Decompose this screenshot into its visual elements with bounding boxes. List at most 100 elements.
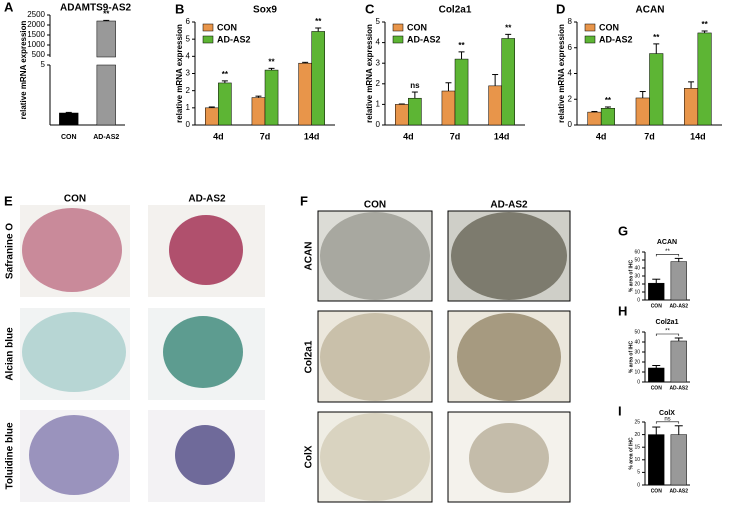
y-tick-label: 2: [376, 79, 381, 88]
panel-letter: E: [4, 193, 13, 208]
y-tick-label: 10: [634, 369, 640, 375]
legend-swatch: [202, 23, 214, 32]
y-tick-label: 40: [634, 265, 640, 271]
x-tick-label: 7d: [450, 131, 461, 141]
x-tick-label: 7d: [644, 131, 655, 141]
panel-letter: I: [618, 403, 622, 418]
bar: [488, 85, 502, 126]
y-tick-label: 0: [568, 120, 573, 129]
y-axis-label: % area of IHC: [628, 340, 634, 373]
y-axis-label: % area of IHC: [628, 259, 634, 292]
bar: [587, 111, 602, 126]
row-label: Col2a1: [304, 340, 315, 373]
panel-letter: B: [175, 1, 184, 16]
y-tick-label: 30: [634, 273, 640, 279]
x-tick-label: 14d: [304, 131, 320, 141]
significance: **: [701, 20, 708, 29]
significance-bracket: [655, 333, 680, 336]
significance-bracket: [655, 421, 680, 424]
y-tick-label: 4: [376, 38, 381, 47]
bar: [454, 58, 469, 126]
x-tick-label: 4d: [403, 131, 414, 141]
x-tick-label: CON: [61, 134, 77, 141]
y-tick-label: 0: [186, 120, 191, 129]
bar: [218, 82, 232, 126]
legend-swatch: [584, 35, 596, 44]
y-tick-label: 0: [637, 379, 640, 385]
significance-bracket: [655, 254, 680, 257]
bar: [311, 31, 325, 126]
legend-label: AD-AS2: [217, 34, 251, 44]
legend-label: CON: [599, 22, 619, 32]
y-tick-label: 0: [637, 297, 640, 303]
y-tick-label: 1500: [27, 30, 45, 39]
x-tick-label: CON: [651, 303, 663, 309]
legend-swatch: [584, 23, 596, 32]
y-tick-label: 5: [41, 60, 46, 69]
bar: [96, 20, 116, 58]
significance: **: [665, 329, 670, 335]
significance: **: [315, 17, 322, 26]
significance: **: [605, 96, 612, 105]
y-tick-label: 1: [186, 103, 191, 112]
row-label: Safranine O: [5, 223, 16, 279]
y-tick-label: 25: [634, 419, 640, 425]
x-tick-label: 7d: [260, 131, 271, 141]
y-tick-label: 4: [568, 69, 573, 78]
bar: [670, 340, 687, 383]
x-tick-label: AD-AS2: [669, 488, 688, 494]
y-tick-label: 1: [376, 100, 381, 109]
bar: [600, 108, 615, 126]
column-header: AD-AS2: [188, 194, 226, 205]
bar: [205, 107, 219, 126]
x-tick-label: AD-AS2: [93, 134, 119, 141]
column-header: CON: [364, 200, 386, 211]
y-tick-label: 5: [376, 17, 381, 26]
bar: [441, 90, 456, 126]
panel-letter: H: [618, 303, 627, 318]
chart-title: ColX: [659, 410, 675, 417]
chart-title: Sox9: [253, 5, 277, 16]
y-tick-label: 3: [376, 58, 381, 67]
significance: **: [268, 57, 275, 66]
y-tick-label: 2500: [27, 10, 45, 19]
chart-title: ACAN: [657, 239, 677, 246]
y-axis-label: relative mRNA expression: [365, 24, 374, 123]
legend-swatch: [392, 35, 404, 44]
panel-letter: G: [618, 223, 628, 238]
y-tick-label: 20: [634, 281, 640, 287]
x-tick-label: AD-AS2: [669, 385, 688, 391]
bar: [264, 69, 279, 126]
y-tick-label: 60: [634, 249, 640, 255]
significance: ns: [410, 81, 420, 90]
y-tick-label: 3: [186, 69, 191, 78]
bar: [59, 112, 79, 126]
bar: [395, 104, 409, 126]
bar: [648, 434, 665, 486]
row-label: Toluidine blue: [5, 422, 16, 489]
y-tick-label: 30: [634, 349, 640, 355]
significance: **: [222, 70, 229, 79]
ihc-images: [317, 210, 571, 503]
chart-title: Col2a1: [656, 319, 679, 326]
row-label: Alcian blue: [5, 327, 16, 381]
row-label: ACAN: [304, 242, 315, 271]
column-header: CON: [64, 194, 86, 205]
y-tick-label: 50: [634, 329, 640, 335]
y-tick-label: 40: [634, 339, 640, 345]
stain-images: [20, 205, 265, 502]
y-tick-label: 20: [634, 432, 640, 438]
bar: [251, 97, 266, 126]
legend-label: AD-AS2: [407, 34, 441, 44]
y-tick-label: 10: [634, 457, 640, 463]
bar: [670, 261, 687, 301]
bar: [96, 64, 116, 126]
significance: **: [458, 41, 465, 50]
x-tick-label: 4d: [213, 131, 224, 141]
chart-title: ADAMTS9-AS2: [60, 3, 132, 14]
bar: [684, 88, 699, 126]
y-axis-label: relative mRNA expression: [557, 24, 566, 123]
y-tick-label: 5: [186, 34, 191, 43]
y-tick-label: 2: [568, 94, 573, 103]
